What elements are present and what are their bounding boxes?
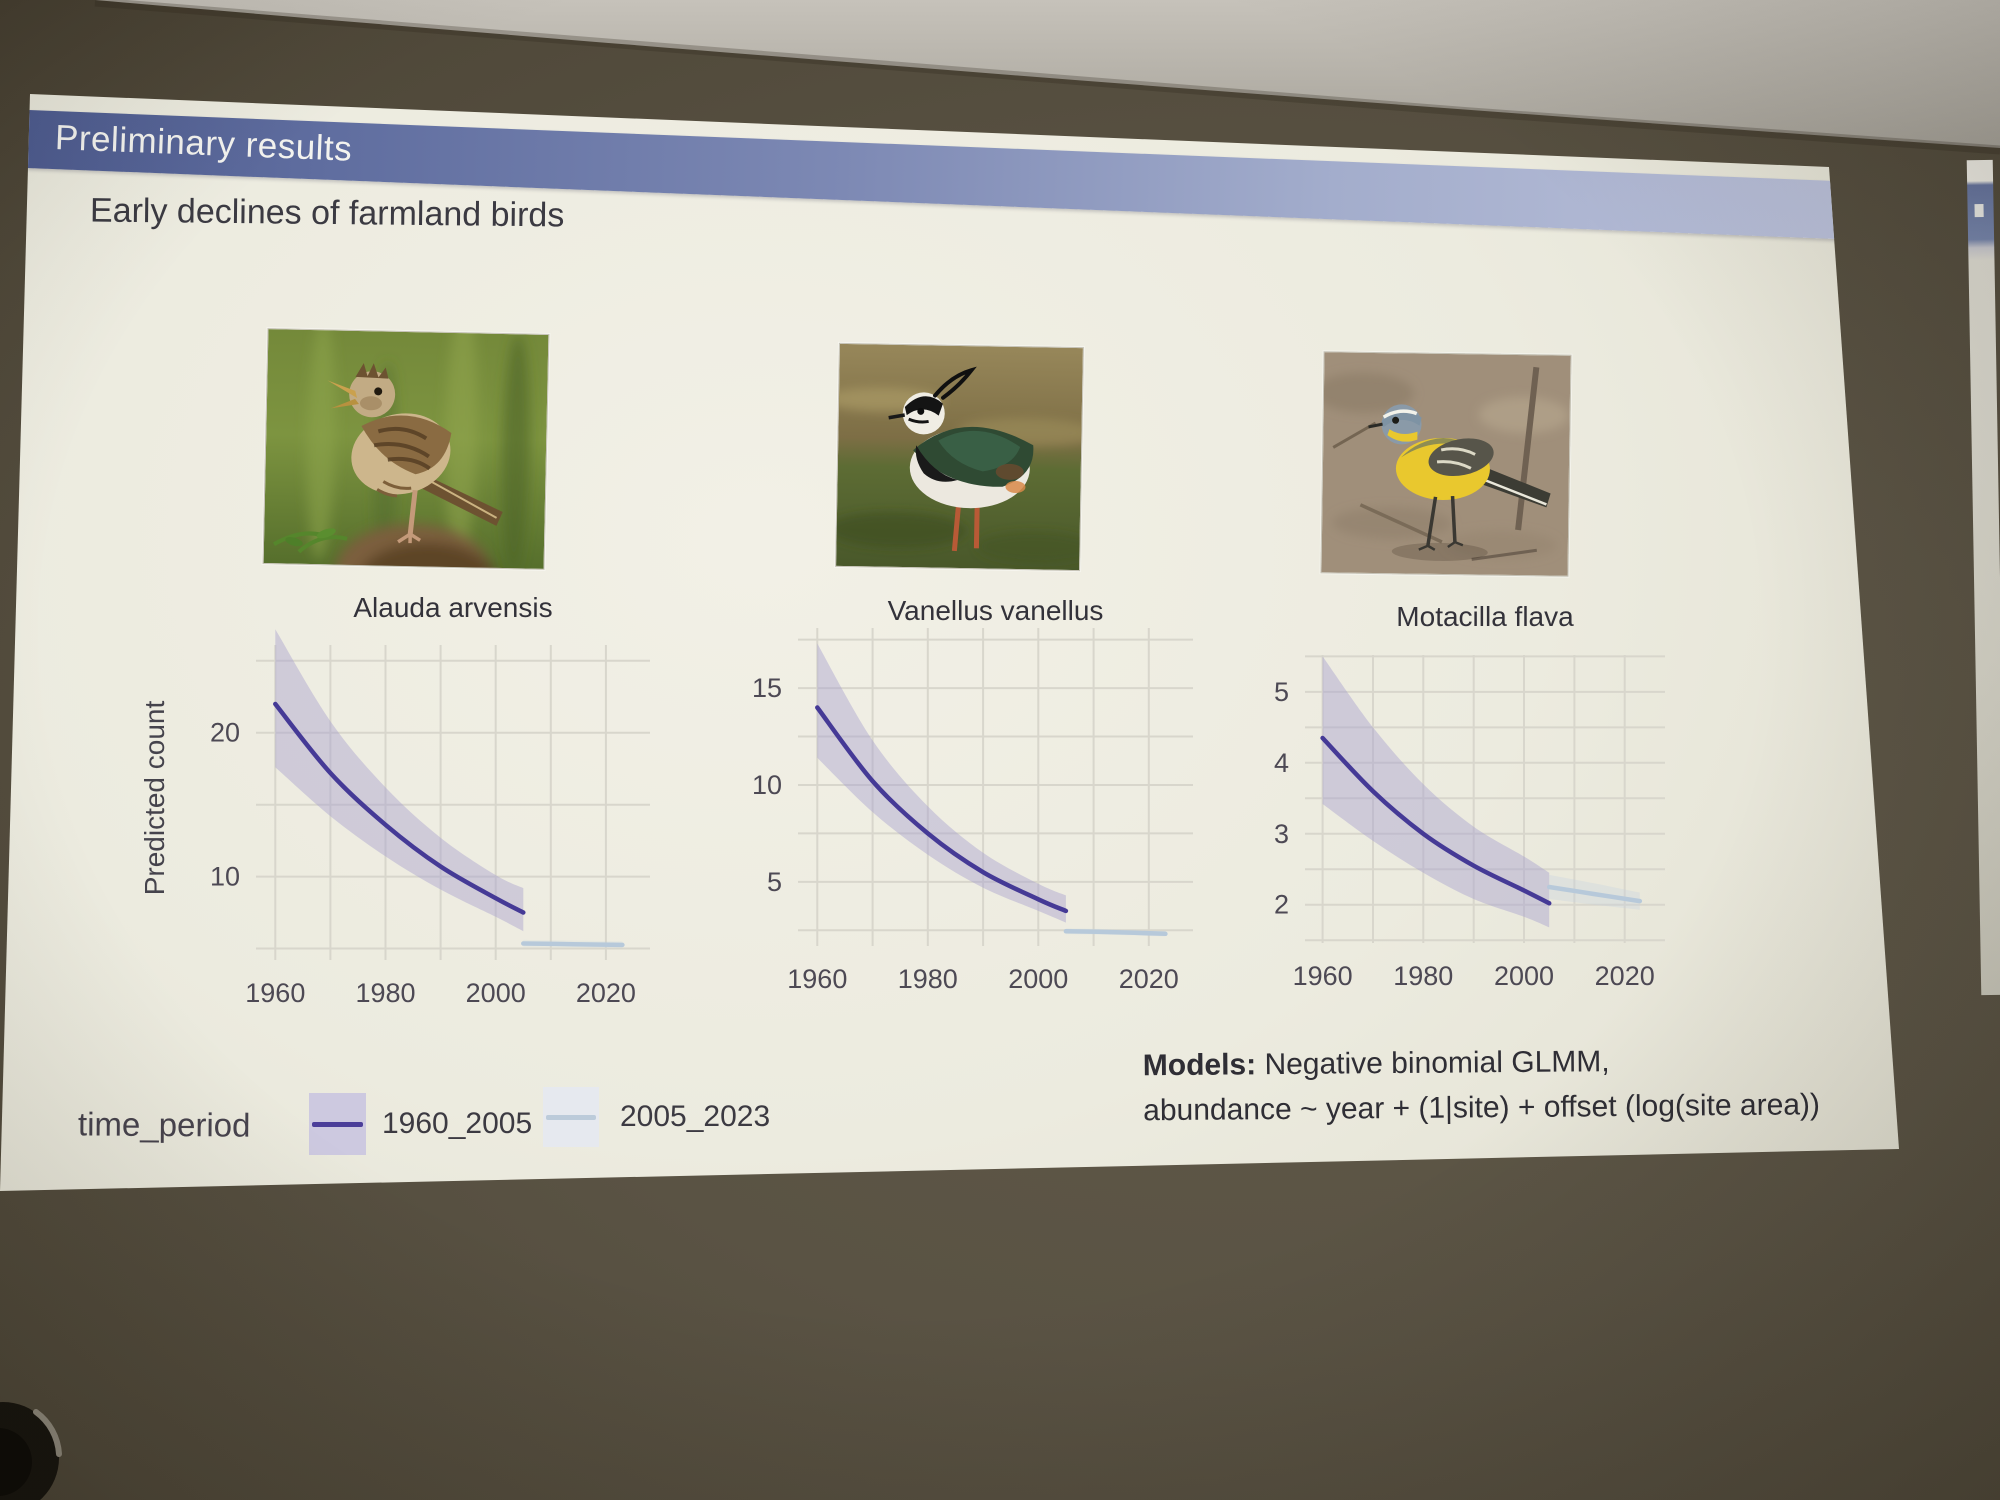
plant-sprig	[272, 528, 348, 554]
species-title-alauda: Alauda arvensis	[353, 592, 553, 623]
svg-text:20: 20	[210, 718, 240, 748]
legend-title: time_period	[77, 1105, 251, 1144]
models-line2: abundance ~ year + (1|site) + offset (lo…	[1143, 1088, 1821, 1128]
twigs	[1332, 366, 1540, 561]
svg-text:2: 2	[1274, 890, 1289, 920]
second-screen-glyph	[1974, 204, 1984, 218]
svg-text:2000: 2000	[466, 978, 526, 1008]
svg-text:1980: 1980	[355, 978, 415, 1008]
svg-text:3: 3	[1274, 819, 1289, 849]
second-screen-edge	[1966, 159, 2000, 996]
svg-text:15: 15	[752, 673, 782, 703]
svg-text:1960: 1960	[787, 964, 847, 994]
svg-text:1980: 1980	[898, 964, 958, 994]
skylark-bird	[327, 363, 503, 544]
svg-text:1960: 1960	[245, 978, 305, 1008]
lapwing-photo	[835, 342, 1084, 572]
species-title-vanellus: Vanellus vanellus	[887, 595, 1104, 626]
foreground-object	[0, 1402, 62, 1500]
slide-subtitle: Early declines of farmland birds	[89, 191, 565, 235]
chart-vanellus-vanellus: 1960 1980 2000 2020 5 10 15	[752, 628, 1193, 994]
legend-line-2005-2023	[546, 1114, 596, 1120]
svg-text:1980: 1980	[1393, 961, 1453, 991]
slide-header-title: Preliminary results	[54, 118, 353, 169]
legend-swatch-2005-2023	[543, 1087, 599, 1147]
svg-text:2020: 2020	[1595, 961, 1655, 991]
chart-alauda-arvensis: 1960 1980 2000 2020 10 20	[210, 629, 650, 1008]
svg-text:1960: 1960	[1293, 961, 1353, 991]
yellow-wagtail-photo	[1320, 351, 1572, 577]
y-axis-label: Predicted count	[139, 700, 170, 896]
svg-text:2020: 2020	[1119, 964, 1179, 994]
svg-text:2000: 2000	[1008, 964, 1068, 994]
skylark-photo	[262, 328, 550, 570]
models-line1: Negative binomial GLMM,	[1256, 1045, 1610, 1082]
svg-text:10: 10	[752, 770, 782, 800]
legend-label-2005-2023: 2005_2023	[620, 1100, 771, 1133]
wagtail-bird	[1368, 404, 1551, 551]
svg-text:5: 5	[767, 867, 782, 897]
svg-text:5: 5	[1274, 677, 1289, 707]
svg-text:10: 10	[210, 862, 240, 892]
models-bold-label: Models:	[1142, 1048, 1257, 1083]
models-note: Models: Negative binomial GLMM, abundanc…	[1143, 1037, 1884, 1133]
legend-line-1960-2005	[312, 1121, 363, 1127]
svg-text:2020: 2020	[576, 978, 636, 1008]
chart-motacilla-flava: 1960 1980 2000 2020 2 3 4 5	[1274, 655, 1665, 991]
legend-label-1960-2005: 1960_2005	[382, 1107, 533, 1140]
skylark-perch-mound	[335, 524, 499, 570]
svg-text:2000: 2000	[1494, 961, 1554, 991]
legend-swatch-1960-2005	[309, 1093, 366, 1155]
lapwing-bird	[888, 366, 1034, 552]
species-title-motacilla: Motacilla flava	[1396, 601, 1574, 632]
svg-text:4: 4	[1274, 748, 1289, 778]
